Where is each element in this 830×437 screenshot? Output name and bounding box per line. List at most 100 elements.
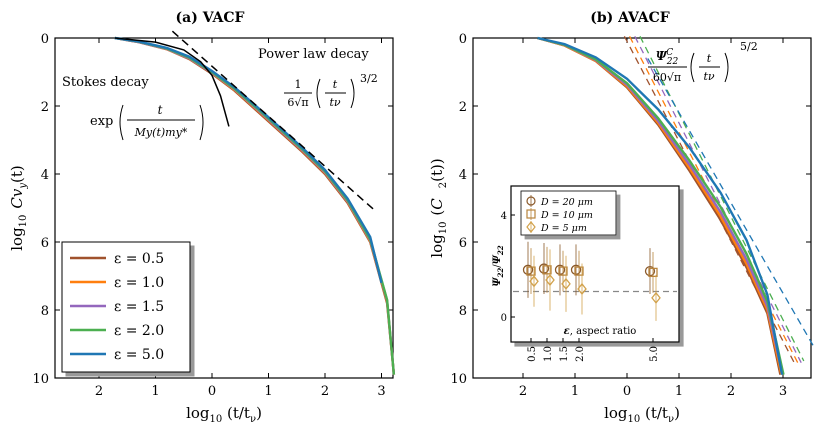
panel-a-xlabel: log10 (t/tν)	[186, 404, 262, 425]
panel-a-ylabel: log10Cvy(t)	[8, 165, 29, 251]
inset-point-circle	[570, 264, 582, 275]
stokes-num: t	[158, 103, 163, 117]
power-coef-den: 6√π	[287, 96, 308, 109]
inset-ytick-label: 4	[501, 211, 507, 222]
stokes-exp: exp	[90, 114, 113, 129]
inset-legend-items: D = 20 μm D = 10 μm D = 5 μm	[526, 195, 593, 234]
panel-a-ytick-label: 8	[41, 304, 49, 319]
panel-b-xlabel: log10 (t/tν)	[604, 404, 680, 425]
legend-label: ε = 2.0	[114, 323, 164, 339]
panel-a-ytick-label: 2	[41, 100, 49, 115]
inset-point-square	[542, 265, 552, 275]
b-coef-num: Ψ22C	[656, 48, 679, 67]
b-exp: 5/2	[740, 40, 758, 53]
inset-legend-label: D = 5 μm	[540, 223, 587, 234]
panel-a-frame	[54, 37, 394, 379]
panel-b-ytick-label: 0	[459, 32, 467, 47]
panel-b-frame	[472, 37, 812, 379]
inset-xtick-label: 5.0	[649, 346, 660, 362]
panel-b-series	[537, 36, 785, 375]
inset-legend-marker	[526, 196, 536, 206]
power-coef-num: 1	[295, 78, 302, 91]
inset-point-circle	[522, 264, 534, 275]
power-law-2.0-line	[639, 36, 805, 362]
stokes-den: My(t)my*	[134, 126, 188, 139]
legend-label: ε = 1.0	[114, 275, 164, 291]
panel-a-series	[114, 36, 396, 375]
avacf-line-3	[537, 36, 785, 375]
panel-a-ytick-label: 4	[41, 168, 49, 183]
inset-point-diamond	[545, 273, 555, 287]
legend-label: ε = 1.5	[114, 299, 164, 315]
stokes-paren	[119, 104, 204, 141]
power-law-5.0-line	[647, 58, 815, 348]
panel-b-ytick-label: 4	[459, 168, 467, 183]
inset-point-circle	[538, 263, 550, 274]
panel-b-ylabel: log10(C2(t))	[428, 158, 449, 257]
avacf-line-4	[537, 36, 784, 375]
panel-b-xtick-label: 2	[519, 384, 527, 399]
inset-legend-label: D = 20 μm	[540, 197, 593, 208]
power-exp: 3/2	[360, 72, 378, 85]
panel-a-xtick-label: 2	[321, 384, 329, 399]
inset-ytick-label: 0	[501, 313, 507, 324]
panel-a-xticks: 2 1 0 1 2 3	[95, 38, 386, 399]
stokes-title: Stokes decay	[62, 75, 149, 90]
inset-point-circle	[644, 265, 656, 277]
inset-point-circle	[554, 264, 566, 275]
vacf-line-4	[114, 36, 383, 284]
panel-b-ytick-label: 2	[459, 100, 467, 115]
panel-a-guides	[114, 30, 377, 212]
panel-b-xtick-label: 1	[571, 384, 579, 399]
inset-xtick-label: 1.5	[559, 346, 570, 362]
panel-a-xtick-label: 1	[151, 384, 159, 399]
legend-label: ε = 5.0	[114, 347, 164, 363]
panel-b-ytick-label: 10	[450, 372, 467, 387]
inset-legend-marker	[526, 209, 536, 219]
panel-b-yticks: 0 2 4 6 8 10	[450, 32, 811, 387]
panel-a-xtick-label: 3	[377, 384, 385, 399]
panel-a-xtick-label: 2	[95, 384, 103, 399]
panel-a-legend-items: ε = 0.5 ε = 1.0 ε = 1.5 ε = 2.0 ε = 5.0	[70, 251, 164, 363]
b-paren	[690, 52, 729, 83]
power-frac-den: tν	[329, 96, 340, 109]
inset-point-square	[526, 266, 536, 276]
panel-a-ytick-label: 6	[41, 236, 49, 251]
inset-point-square	[574, 266, 584, 276]
inset-content: 0 4 0.5 1.0 1.5 2.0 5.0	[501, 211, 677, 362]
power-paren	[316, 78, 355, 109]
inset-legend-label: D = 10 μm	[540, 210, 593, 221]
panel-b-xtick-label: 1	[675, 384, 683, 399]
panel-a-xtick-label: 1	[264, 384, 272, 399]
inset-point-square	[558, 266, 568, 276]
inset-xtick-label: 0.5	[527, 346, 538, 362]
inset-point-diamond	[529, 275, 539, 288]
b-coef-den: 60√π	[653, 71, 681, 84]
inset-legend	[520, 190, 617, 236]
panel-b-xtick-label: 2	[727, 384, 735, 399]
power-law-decay-line	[171, 30, 377, 212]
legend-label: ε = 0.5	[114, 251, 164, 267]
inset-point-diamond	[561, 277, 571, 290]
panel-b-title: (b) AVACF	[590, 10, 670, 26]
panel-b-xtick-label: 0	[623, 384, 631, 399]
panel-a-xtick-label: 0	[208, 384, 216, 399]
power-law-1.5-line	[634, 36, 802, 363]
panel-b-ytick-label: 8	[459, 304, 467, 319]
inset-point-diamond	[577, 282, 587, 295]
panel-a-title: (a) VACF	[176, 10, 245, 26]
b-frac-num: t	[707, 52, 712, 65]
inset-legend-marker	[526, 221, 536, 233]
inset-point-diamond	[651, 291, 661, 304]
inset-point-square	[648, 267, 658, 278]
stokes-decay-line	[114, 37, 230, 127]
inset-xtick-label: 1.0	[543, 346, 554, 362]
inset-ylabel: Ψ22/Ψ22	[492, 245, 505, 286]
b-frac-den: tν	[703, 70, 714, 83]
panel-b-xticks: 2 1 0 1 2 3	[519, 38, 787, 399]
inset-xlabel: ε, aspect ratio	[564, 326, 637, 337]
panel-b-ytick-label: 6	[459, 236, 467, 251]
